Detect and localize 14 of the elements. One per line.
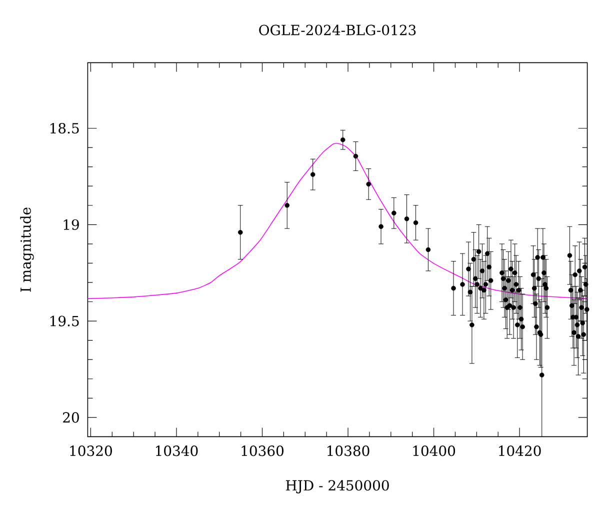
x-tick-label: 10400 [413,446,456,456]
y-tick-label: 18.5 [50,122,79,134]
x-tick-label: 10420 [499,446,541,456]
y-tick-label: 19.5 [50,316,79,326]
x-axis-title: HJD - 2450000 [286,480,389,494]
y-tick-label: 19 [64,219,79,230]
x-tick-label: 10380 [328,446,370,456]
y-axis-title: I magnitude [20,208,34,292]
y-tick-label: 20 [63,412,79,423]
x-tick-label: 10360 [242,446,284,456]
x-tick-label: 10340 [156,446,198,456]
x-tick-label: 10320 [70,446,112,456]
line-series [88,143,588,300]
chart-title: OGLE-2024-BLG-0123 [259,24,416,36]
